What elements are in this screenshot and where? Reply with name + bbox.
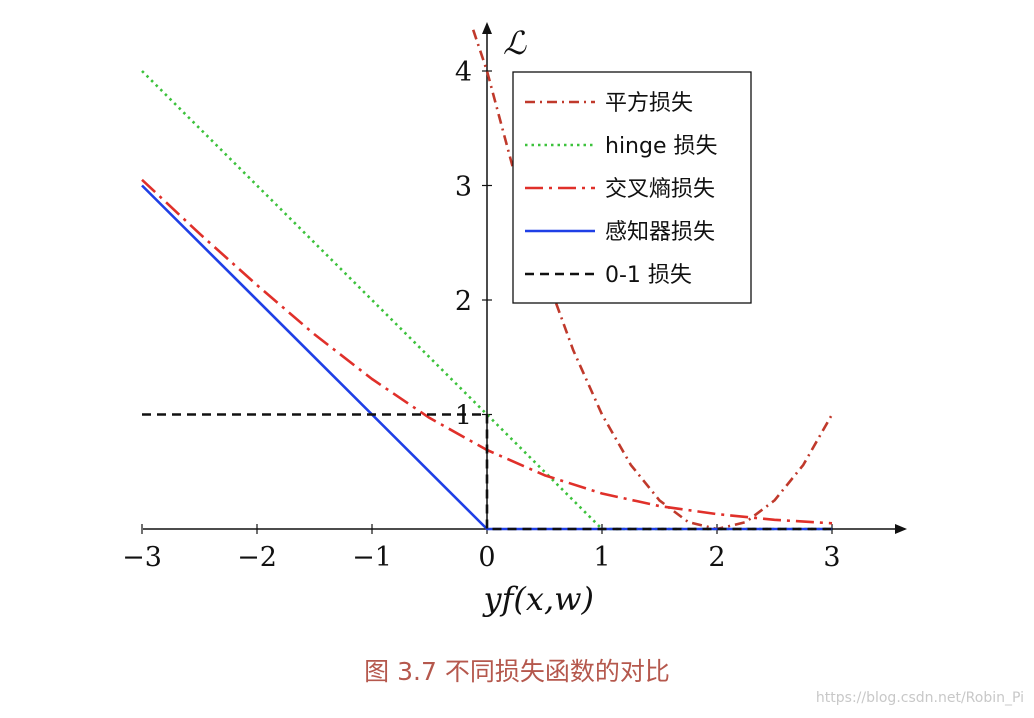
legend-label-4: 感知器损失 xyxy=(605,220,715,245)
series-line-1 xyxy=(471,29,834,531)
legend-label-5: 0-1 损失 xyxy=(605,263,692,288)
series-line-4 xyxy=(141,184,832,531)
watermark: https://blog.csdn.net/Robin_Pi xyxy=(815,690,1024,706)
x-tick-label: 2 xyxy=(708,542,725,573)
legend-label-3: 交叉熵损失 xyxy=(605,177,715,202)
legend-box xyxy=(512,71,752,304)
loss-function-chart: −3 −2 −1 0 1 2 3 1 2 3 4 yf(x,w) ℒ 平方损失 hinge 损失交叉熵损失… xyxy=(122,22,907,618)
series-line-5 xyxy=(142,413,832,531)
x-tick-label: 1 xyxy=(593,542,610,573)
y-tick-label: 4 xyxy=(455,57,472,88)
x-axis-label: yf(x,w) xyxy=(482,580,595,618)
x-tick-label: −2 xyxy=(237,542,277,573)
legend-label-1: 平方损失 xyxy=(605,91,693,116)
y-tick-label: 2 xyxy=(455,286,472,317)
legend-label-2: hinge 损失 xyxy=(605,134,718,159)
x-tick-label: −3 xyxy=(122,542,162,573)
y-axis-label: ℒ xyxy=(503,24,527,62)
x-tick-label: 3 xyxy=(823,542,840,573)
figure-caption: 图 3.7 不同损失函数的对比 xyxy=(364,657,670,686)
series-line-2 xyxy=(141,70,832,531)
y-tick-label: 3 xyxy=(455,172,472,203)
x-tick-label: −1 xyxy=(352,542,392,573)
x-tick-label: 0 xyxy=(478,542,495,573)
y-tick-label: 1 xyxy=(455,401,472,432)
